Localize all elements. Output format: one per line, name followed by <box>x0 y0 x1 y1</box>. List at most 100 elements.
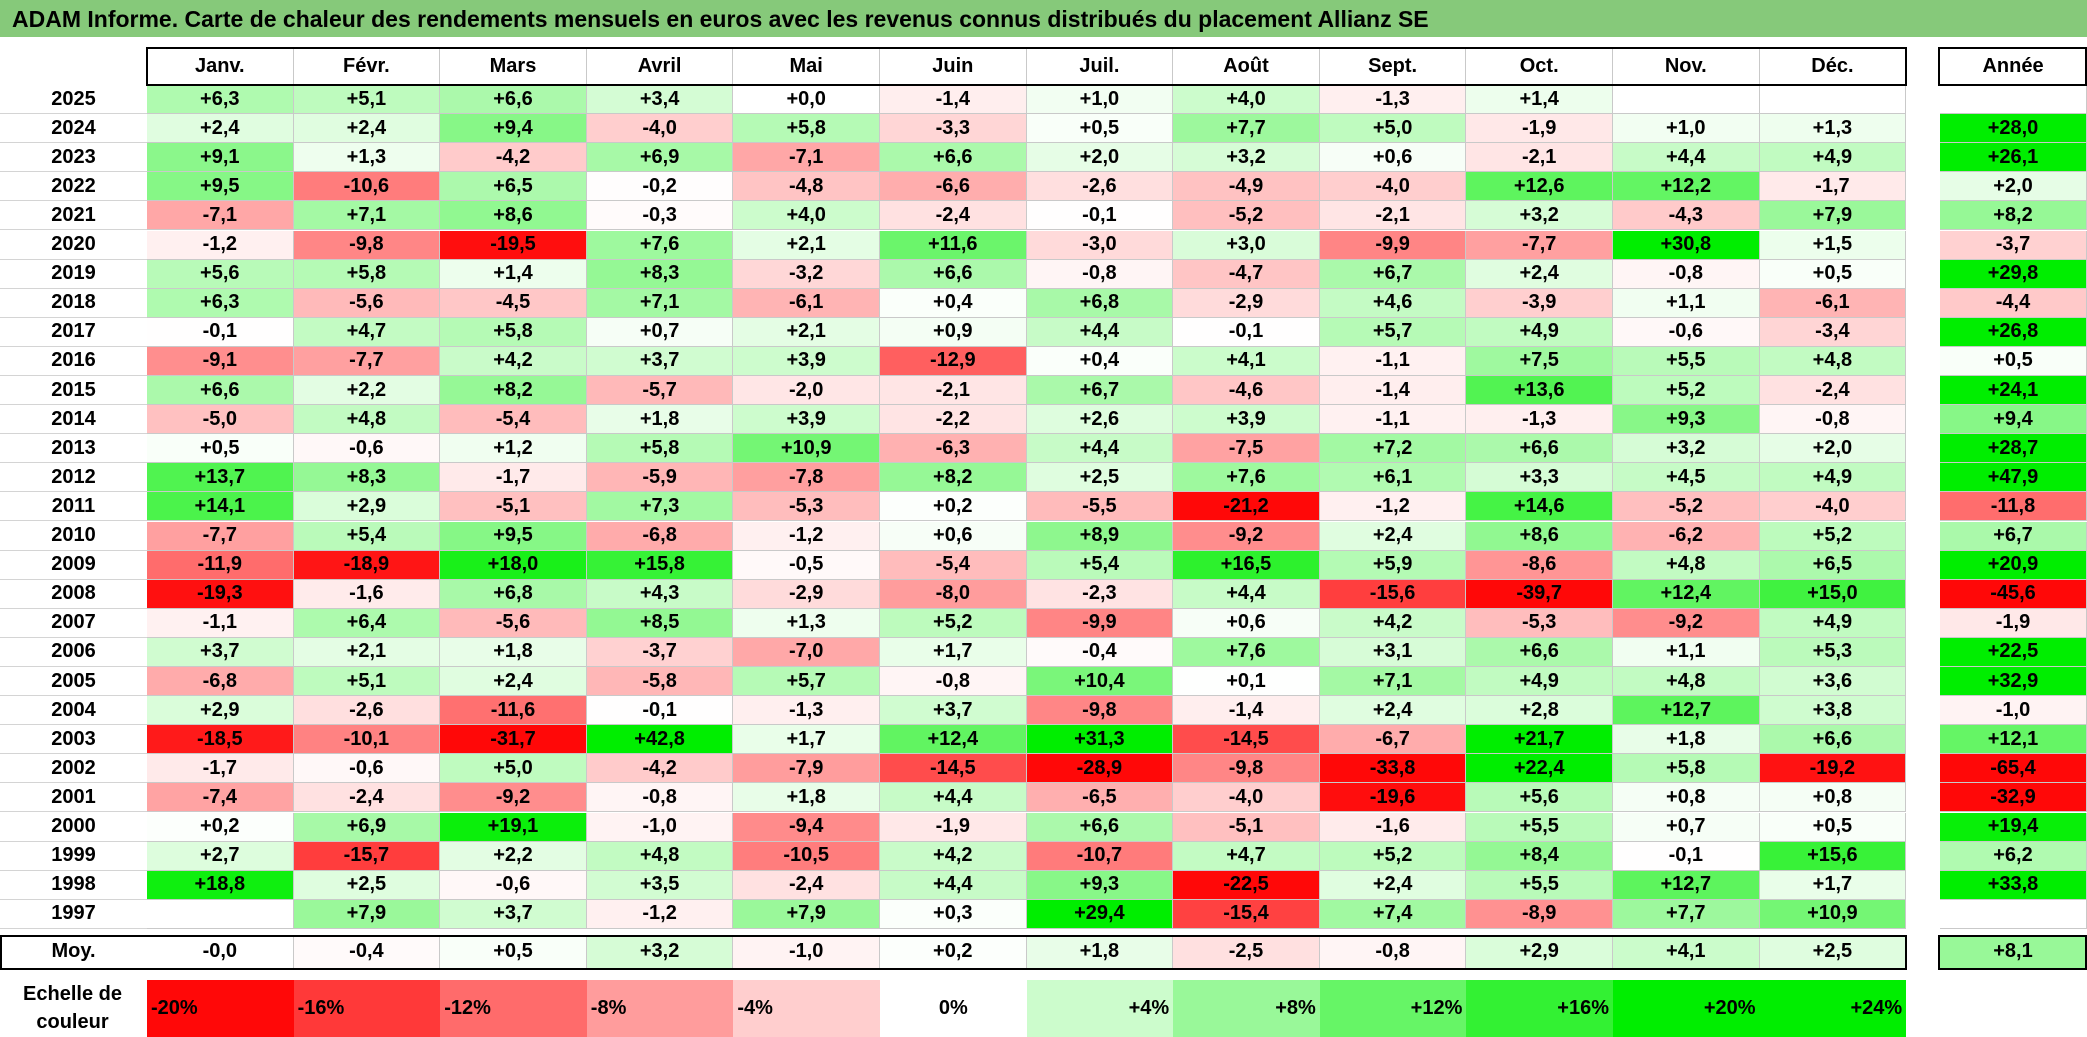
heatmap-cell: +4,0 <box>1173 85 1320 115</box>
annual-cell: -4,4 <box>1940 288 2087 318</box>
color-scale-swatch: +16% <box>1466 980 1613 1037</box>
heatmap-cell: -0,6 <box>440 870 587 900</box>
heatmap-cell: -8,0 <box>880 579 1027 609</box>
average-cell: -0,8 <box>1319 935 1467 969</box>
heatmap-cell: +16,5 <box>1173 550 1320 580</box>
heatmap-cell: -7,7 <box>293 346 441 376</box>
color-scale-swatch: -4% <box>733 980 880 1037</box>
heatmap-cell: -5,2 <box>1173 201 1320 231</box>
heatmap-cell: +0,7 <box>586 317 734 347</box>
annual-cell: -11,8 <box>1940 492 2087 522</box>
heatmap-cell: +22,4 <box>1466 754 1613 784</box>
annual-cell: +0,5 <box>1940 346 2087 376</box>
average-cell: -1,0 <box>733 935 880 969</box>
heatmap-cell: -4,0 <box>1319 172 1467 202</box>
heatmap-cell: +3,2 <box>1466 201 1613 231</box>
heatmap-cell: +0,5 <box>1759 812 1907 842</box>
heatmap-cell: +5,7 <box>733 667 880 697</box>
heatmap-cell: +6,8 <box>440 579 587 609</box>
heatmap-cell: +7,9 <box>1759 201 1907 231</box>
heatmap-cell: +2,6 <box>1026 405 1174 435</box>
heatmap-cell: +7,6 <box>1173 463 1320 493</box>
heatmap-cell: +0,8 <box>1613 783 1760 813</box>
heatmap-cell: +6,8 <box>1026 288 1174 318</box>
heatmap-cell: +3,8 <box>1759 696 1907 726</box>
heatmap-cell: -11,9 <box>147 550 294 580</box>
heatmap-cell <box>1613 85 1760 115</box>
heatmap-cell: -0,6 <box>293 754 441 784</box>
heatmap-cell: -5,5 <box>1026 492 1174 522</box>
heatmap-cell: -9,9 <box>1026 608 1174 638</box>
heatmap-cell: +5,8 <box>293 259 441 289</box>
heatmap-cell: +2,2 <box>440 841 587 871</box>
annual-cell: +9,4 <box>1940 405 2087 435</box>
heatmap-cell: -9,8 <box>1173 754 1320 784</box>
heatmap-cell: +0,6 <box>880 521 1027 551</box>
heatmap-cell: -7,0 <box>733 637 880 667</box>
heatmap-cell: -2,2 <box>880 405 1027 435</box>
heatmap-cell: -5,0 <box>147 405 294 435</box>
year-label: 1997 <box>0 900 147 929</box>
annual-cell: -65,4 <box>1940 754 2087 784</box>
year-label: 2020 <box>0 231 147 260</box>
heatmap-cell: -5,7 <box>586 376 734 406</box>
heatmap-cell: +4,9 <box>1759 143 1907 173</box>
heatmap-cell: +3,7 <box>147 637 294 667</box>
heatmap-cell: +3,9 <box>733 405 880 435</box>
heatmap-cell: +4,4 <box>1613 143 1760 173</box>
heatmap-cell: +8,6 <box>1466 521 1613 551</box>
heatmap-cell: -4,3 <box>1613 201 1760 231</box>
annual-cell: +26,1 <box>1940 143 2087 173</box>
heatmap-cell: -9,2 <box>1613 608 1760 638</box>
heatmap-cell: -6,1 <box>733 288 880 318</box>
heatmap-cell: +5,2 <box>880 608 1027 638</box>
heatmap-cell: +7,9 <box>293 899 441 929</box>
heatmap-cell: -2,6 <box>1026 172 1174 202</box>
heatmap-cell: -1,3 <box>1466 405 1613 435</box>
heatmap-cell: +6,5 <box>1759 550 1907 580</box>
heatmap-cell: -33,8 <box>1319 754 1467 784</box>
heatmap-cell: -4,0 <box>586 114 734 144</box>
annual-cell: +12,1 <box>1940 725 2087 755</box>
heatmap-cell: +0,4 <box>1026 346 1174 376</box>
year-label: 2017 <box>0 318 147 347</box>
heatmap-cell: +29,4 <box>1026 899 1174 929</box>
heatmap-cell: +12,7 <box>1613 696 1760 726</box>
heatmap-cell: +1,4 <box>440 259 587 289</box>
heatmap-cell: +7,6 <box>1173 637 1320 667</box>
heatmap-cell: -1,2 <box>147 230 294 260</box>
heatmap-cell: -7,7 <box>147 521 294 551</box>
heatmap-cell: -5,1 <box>440 492 587 522</box>
annual-cell: +22,5 <box>1940 637 2087 667</box>
year-label: 2019 <box>0 260 147 289</box>
year-label: 2015 <box>0 376 147 406</box>
month-header: Août <box>1173 48 1320 85</box>
heatmap-cell: +4,9 <box>1759 463 1907 493</box>
heatmap-cell: -3,4 <box>1759 317 1907 347</box>
year-label: 2006 <box>0 638 147 667</box>
heatmap-cell: +1,7 <box>733 725 880 755</box>
heatmap-cell: +5,2 <box>1613 376 1760 406</box>
heatmap-cell: +8,3 <box>586 259 734 289</box>
heatmap-cell: -10,6 <box>293 172 441 202</box>
heatmap-cell: -4,8 <box>733 172 880 202</box>
heatmap-cell: -7,9 <box>733 754 880 784</box>
heatmap-cell: +4,7 <box>1173 841 1320 871</box>
heatmap-cell: -31,7 <box>440 725 587 755</box>
heatmap-cell: -0,6 <box>1613 317 1760 347</box>
annual-cell: -3,7 <box>1940 230 2087 260</box>
heatmap-cell: +6,7 <box>1026 376 1174 406</box>
average-cell: +2,9 <box>1466 935 1613 969</box>
year-label: 2013 <box>0 434 147 464</box>
heatmap-cell: +5,7 <box>1319 317 1467 347</box>
heatmap-cell: -39,7 <box>1466 579 1613 609</box>
color-scale-swatch: -8% <box>586 980 734 1037</box>
heatmap-cell: -1,1 <box>1319 405 1467 435</box>
year-label: 2016 <box>0 347 147 376</box>
heatmap-cell: -10,5 <box>733 841 880 871</box>
heatmap-cell: +8,9 <box>1026 521 1174 551</box>
heatmap-cell: +2,0 <box>1026 143 1174 173</box>
heatmap-cell: +6,6 <box>1466 637 1613 667</box>
heatmap-cell: +9,3 <box>1613 405 1760 435</box>
heatmap-cell: +5,0 <box>440 754 587 784</box>
